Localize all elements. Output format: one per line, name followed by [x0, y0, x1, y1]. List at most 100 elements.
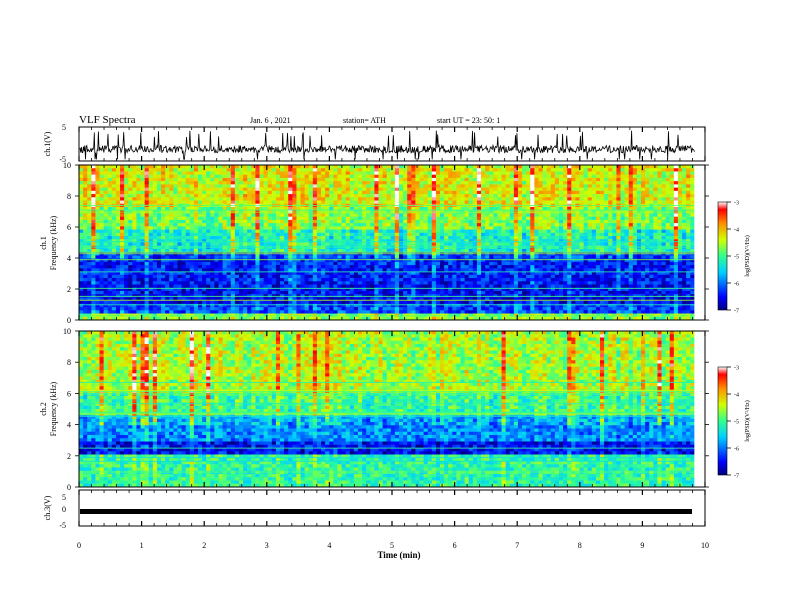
spectrogram-cell	[165, 194, 170, 198]
spectrogram-cell	[427, 258, 433, 263]
spectrogram-cell	[218, 177, 223, 182]
spectrogram-cell	[435, 229, 441, 234]
spectrogram-cell	[476, 268, 482, 272]
spectrogram-cell	[325, 236, 330, 240]
spectrogram-cell	[353, 165, 359, 169]
spectrogram-cell	[234, 232, 240, 237]
spectrogram-cell	[251, 248, 256, 253]
spectrogram-cell	[341, 168, 347, 172]
spectrogram-cell	[682, 248, 687, 253]
spectrogram-cell	[616, 187, 621, 192]
spectrogram-cell	[374, 265, 379, 269]
spectrogram-cell	[571, 226, 576, 230]
spectrogram-cell	[181, 184, 187, 189]
spectrogram-cell	[595, 165, 601, 169]
spectrogram-cell	[628, 184, 634, 189]
spectrogram-cell	[304, 168, 310, 172]
spectrogram-cell	[280, 223, 285, 227]
spectrogram-cell	[206, 165, 211, 169]
spectrogram-cell	[595, 265, 601, 269]
spectrogram-cell	[169, 242, 174, 247]
spectrogram-cell	[690, 223, 695, 227]
spectrogram-cell	[587, 265, 593, 269]
spectrogram-cell	[321, 216, 326, 221]
spectrogram-cell	[374, 206, 379, 211]
spectrogram-cell	[464, 181, 470, 185]
spectrogram-cell	[156, 213, 162, 218]
spectrogram-cell	[140, 187, 146, 192]
spectrogram-cell	[485, 265, 490, 269]
spectrogram-cell	[636, 268, 642, 272]
spectrogram-cell	[107, 219, 113, 224]
spectrogram-cell	[337, 190, 342, 195]
spectrogram-cell	[136, 255, 141, 260]
spectrogram-cell	[83, 187, 88, 192]
spectrogram-cell	[345, 206, 351, 211]
spectrogram-cell	[259, 229, 265, 234]
spectrogram-cell	[624, 255, 630, 260]
spectrogram-cell	[661, 197, 667, 201]
spectrogram-cell	[497, 187, 502, 192]
spectrogram-cell	[616, 219, 621, 224]
spectrogram-cell	[218, 200, 223, 205]
spectrogram-cell	[493, 177, 498, 182]
spectrogram-cell	[595, 168, 601, 172]
spectrogram-cell	[641, 216, 646, 221]
spectrogram-cell	[173, 165, 178, 169]
spectrogram-cell	[378, 255, 383, 260]
spectrogram-cell	[144, 213, 150, 218]
spectrogram-cell	[366, 223, 371, 227]
spectrogram-cell	[366, 261, 371, 266]
spectrogram-cell	[526, 265, 531, 269]
spectrogram-cell	[534, 184, 539, 189]
spectrogram-cell	[476, 200, 482, 205]
spectrogram-cell	[587, 187, 593, 192]
spectrogram-cell	[476, 248, 482, 253]
spectrogram-cell	[144, 229, 150, 234]
spectrogram-cell	[251, 177, 256, 182]
spectrogram-cell	[341, 232, 347, 237]
spectrogram-cell	[91, 248, 96, 253]
spectrogram-cell	[255, 165, 260, 169]
spectrogram-cell	[509, 177, 515, 182]
spectrogram-cell	[390, 200, 396, 205]
spectrogram-cell	[329, 258, 334, 263]
spectrogram-cell	[632, 190, 638, 195]
spectrogram-cell	[370, 216, 375, 221]
spectrogram-cell	[411, 197, 416, 201]
spectrogram-cell	[600, 226, 605, 230]
spectrogram-cell	[546, 229, 552, 234]
spectrogram-cell	[550, 268, 556, 272]
spectrogram-cell	[440, 197, 445, 201]
spectrogram-cell	[657, 239, 662, 243]
spectrogram-cell	[583, 242, 589, 247]
spectrogram-cell	[546, 200, 552, 205]
spectrogram-cell	[628, 177, 634, 182]
spectrogram-cell	[308, 236, 314, 240]
spectrogram-cell	[271, 265, 277, 269]
spectrogram-cell	[398, 206, 404, 211]
spectrogram-cell	[120, 171, 125, 176]
spectrogram-cell	[476, 187, 482, 192]
spectrogram-cell	[197, 226, 203, 230]
spectrogram-cell	[554, 194, 560, 198]
spectrogram-cell	[403, 236, 408, 240]
spectrogram-cell	[218, 242, 223, 247]
spectrogram-cell	[152, 271, 158, 276]
spectrogram-cell	[522, 184, 527, 189]
spectrogram-cell	[468, 242, 474, 247]
spectrogram-cell	[353, 181, 359, 185]
spectrogram-cell	[669, 219, 675, 224]
spectrogram-cell	[604, 258, 609, 263]
spectrogram-cell	[128, 168, 133, 172]
spectrogram-cell	[345, 265, 351, 269]
spectrogram-cell	[604, 261, 609, 266]
spectrogram-cell	[370, 223, 375, 227]
spectrogram-cell	[304, 258, 310, 263]
spectrogram-cell	[312, 181, 318, 185]
spectrogram-cell	[394, 226, 400, 230]
spectrogram-cell	[152, 213, 158, 218]
spectrogram-cell	[107, 181, 113, 185]
spectrogram-cell	[218, 206, 223, 211]
spectrogram-cell	[251, 181, 256, 185]
